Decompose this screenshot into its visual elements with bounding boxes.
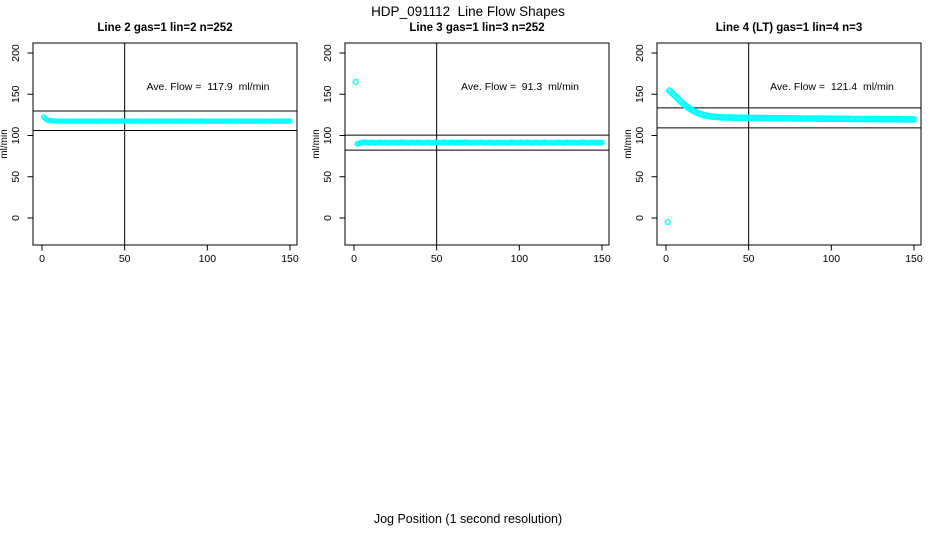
y-tick-label: 100 (322, 127, 334, 145)
y-tick-label: 100 (634, 127, 646, 145)
y-axis-label: ml/min (0, 129, 10, 158)
y-tick-label: 150 (634, 85, 646, 103)
y-tick-label: 50 (634, 171, 646, 183)
y-axis-label: ml/min (624, 129, 634, 158)
panel-line-3: 0 50 100 150 0 50 100 150 200 ml/min Line 3 gas=1… (312, 0, 624, 270)
y-tick-label: 150 (10, 85, 22, 103)
y-tick-label: 200 (634, 44, 646, 62)
y-tick-label: 50 (10, 171, 22, 183)
panel-title: Line 3 gas=1 lin=3 n=252 (409, 22, 545, 34)
plot-box (656, 42, 922, 246)
panel-title: Line 2 gas=1 lin=2 n=252 (97, 22, 233, 34)
data-point (599, 139, 605, 146)
y-tick-label: 0 (10, 215, 22, 221)
x-tick-label: 150 (593, 253, 611, 265)
ave-flow-annotation: Ave. Flow = 91.3 ml/min (461, 81, 579, 93)
plot-box (344, 42, 610, 246)
x-tick-label: 50 (119, 253, 131, 265)
plot-area-line-4: 0 50 100 150 0 50 100 150 200 ml/min (624, 42, 923, 265)
y-tick-label: 100 (10, 127, 22, 145)
x-tick-label: 50 (431, 253, 443, 265)
x-tick-label: 150 (905, 253, 923, 265)
main-title: HDP_091112 Line Flow Shapes (371, 4, 565, 19)
plot-area-line-3: 0 50 100 150 0 50 100 150 200 ml/min (312, 42, 611, 265)
y-tick-label: 50 (322, 171, 334, 183)
y-tick-label: 0 (322, 215, 334, 221)
data-point (287, 118, 293, 124)
y-tick-label: 150 (322, 85, 334, 103)
ave-flow-annotation: Ave. Flow = 121.4 ml/min (770, 81, 894, 93)
y-tick-label: 200 (10, 44, 22, 62)
ave-flow-annotation: Ave. Flow = 117.9 ml/min (146, 81, 270, 93)
x-axis-label: Jog Position (1 second resolution) (373, 512, 563, 526)
x-tick-label: 0 (663, 253, 669, 265)
plot-area-line-2: 0 50 100 150 0 50 100 150 200 ml/min (0, 42, 299, 265)
x-tick-label: 0 (39, 253, 45, 265)
x-tick-label: 100 (823, 253, 841, 265)
y-tick-label: 0 (634, 215, 646, 221)
x-tick-label: 50 (743, 253, 755, 265)
data-point (352, 78, 359, 86)
x-tick-label: 100 (511, 253, 529, 265)
y-tick-label: 200 (322, 44, 334, 62)
data-point (910, 116, 918, 123)
x-tick-label: 100 (199, 253, 217, 265)
plot-box (32, 42, 298, 246)
panel-title: Line 4 (LT) gas=1 lin=4 n=3 (715, 22, 863, 34)
panel-line-4: 0 50 100 150 0 50 100 150 200 ml/min Line 4 (LT) … (624, 0, 936, 270)
x-tick-label: 0 (351, 253, 357, 265)
panel-line-2: 0 50 100 150 0 50 100 150 200 ml/min Line 2 gas=1… (0, 0, 312, 270)
y-axis-label: ml/min (312, 129, 322, 158)
data-point (664, 219, 671, 226)
x-tick-label: 150 (281, 253, 299, 265)
